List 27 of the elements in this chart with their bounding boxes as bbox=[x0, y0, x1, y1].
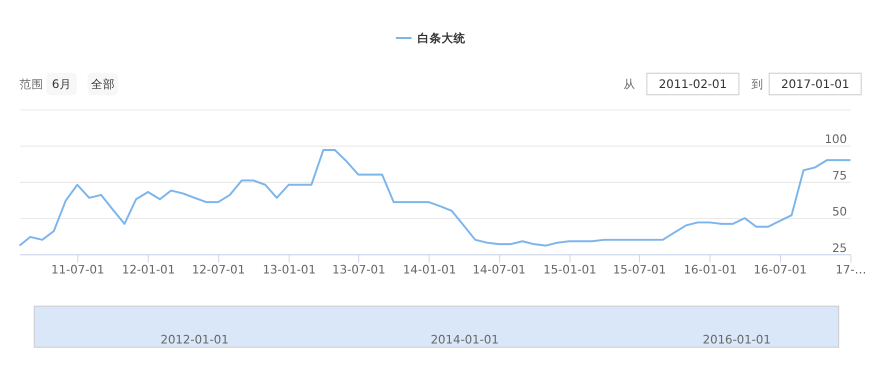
x-tick-label: 14-01-01 bbox=[402, 262, 456, 276]
x-tick-label: 16-01-01 bbox=[684, 262, 737, 276]
text: 全部 bbox=[90, 76, 115, 91]
legend-label: 白条大统 bbox=[417, 30, 466, 45]
x-tick-label: 13-01-01 bbox=[262, 262, 316, 276]
text: 到 bbox=[752, 76, 764, 91]
x-tick-label: 16-07-01 bbox=[754, 262, 807, 276]
text: 2011-02-01 bbox=[658, 76, 727, 91]
x-tick-label: 11-07-01 bbox=[51, 262, 104, 276]
x-tick-label: 14-07-01 bbox=[472, 262, 526, 276]
text: 6月 bbox=[52, 76, 72, 91]
y-tick-label: 75 bbox=[832, 168, 847, 182]
text: 2017-01-01 bbox=[781, 76, 850, 91]
text: 从 bbox=[623, 76, 636, 91]
x-tick-label: 13-07-01 bbox=[332, 262, 386, 276]
text: 范围 bbox=[20, 76, 44, 91]
y-tick-label: 50 bbox=[832, 204, 847, 219]
x-tick-label: 12-07-01 bbox=[192, 262, 246, 276]
x-tick-label: 17-… bbox=[835, 262, 866, 276]
text: 2014-01-01 bbox=[430, 332, 499, 346]
x-tick-label: 12-01-01 bbox=[122, 262, 176, 276]
x-tick-label: 15-07-01 bbox=[612, 262, 666, 276]
y-tick-label: 25 bbox=[832, 240, 847, 255]
text: 2012-01-01 bbox=[160, 332, 229, 346]
y-tick-label: 100 bbox=[824, 132, 847, 146]
text: 2016-01-01 bbox=[702, 332, 771, 346]
x-tick-label: 15-01-01 bbox=[543, 262, 596, 276]
